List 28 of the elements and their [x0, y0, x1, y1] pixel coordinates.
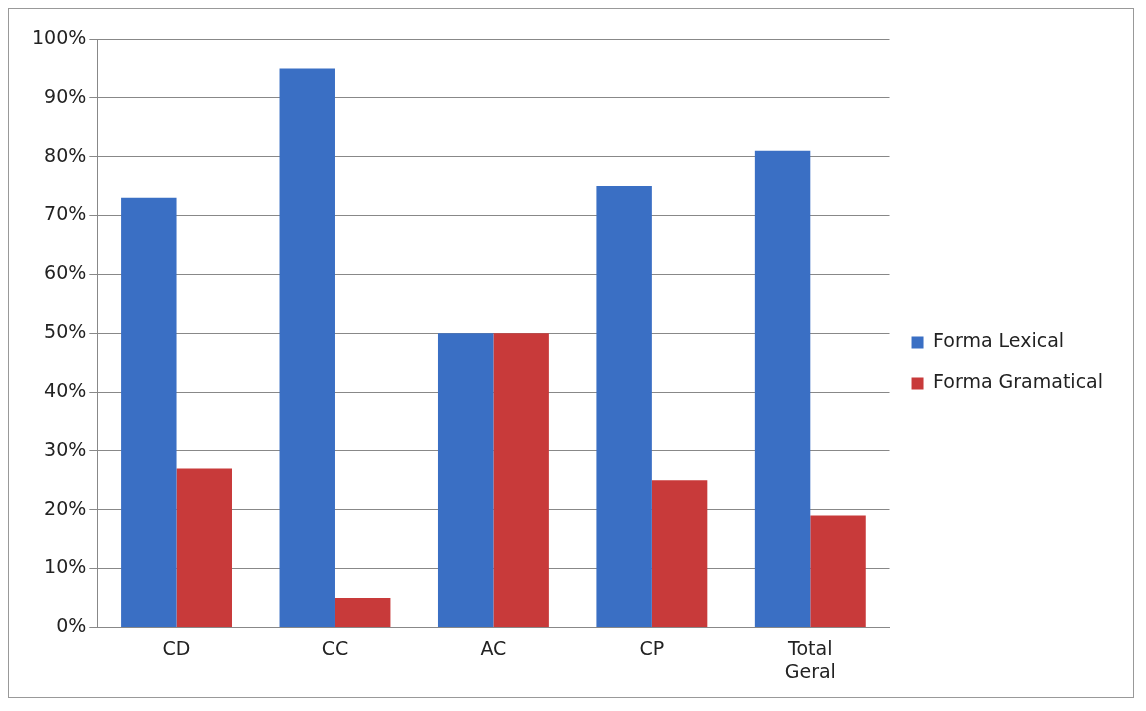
bar	[121, 197, 177, 627]
x-tick-label: Total Geral	[784, 636, 836, 682]
bar	[651, 480, 708, 627]
legend-label: Forma Lexical	[933, 329, 1065, 352]
x-tick-label: CP	[639, 636, 665, 659]
y-tick-label: 50%	[44, 320, 87, 343]
x-tick-label: AC	[480, 636, 507, 659]
bar	[754, 150, 811, 627]
bar	[437, 333, 494, 627]
y-tick-label: 40%	[44, 378, 87, 401]
y-tick-label: 10%	[44, 555, 87, 578]
bar	[279, 68, 335, 627]
y-tick-label: 90%	[44, 84, 87, 107]
bar	[596, 186, 652, 627]
y-tick-label: 30%	[44, 437, 87, 460]
legend-label: Forma Gramatical	[933, 370, 1104, 393]
bar	[334, 597, 391, 627]
y-tick-label: 60%	[44, 261, 87, 284]
bar	[810, 515, 866, 627]
y-tick-label: 100%	[31, 25, 87, 48]
x-tick-label: CC	[321, 636, 349, 659]
y-tick-label: 20%	[44, 496, 87, 519]
x-tick-label: CD	[162, 636, 191, 659]
y-tick-label: 70%	[44, 202, 87, 225]
y-tick-label: 80%	[44, 143, 87, 166]
bar	[493, 333, 549, 627]
y-tick-label: 0%	[56, 614, 87, 637]
bar	[176, 468, 232, 627]
